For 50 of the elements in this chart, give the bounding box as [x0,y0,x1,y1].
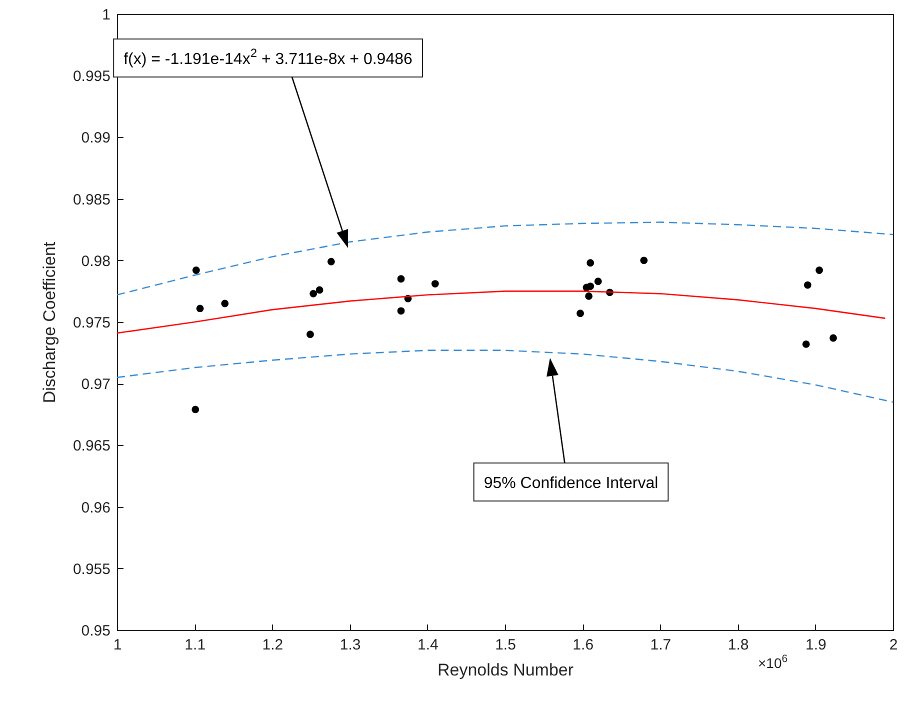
annotation: f(x) = -1.191e-14x$^{2}$ + 3.711e-8x + 0.9486 [124,46,412,68]
y-tick-label: 0.96 [81,499,110,516]
y-tick-label: 1 [102,6,110,24]
point [327,258,335,266]
x-axis-title: Reynolds Number [437,660,574,680]
y-axis-title: Discharge Coefficient [40,242,59,404]
point [640,256,648,264]
y-tick-label: 0.955 [72,560,110,578]
point [802,340,810,348]
y-tick-label: 0.99 [81,130,110,147]
point [585,292,593,300]
point [192,406,200,414]
point [306,330,314,338]
point [804,281,812,289]
text: ×10$^{6}$ [758,653,788,671]
point [221,300,229,308]
y-tick-label: 0.97 [81,376,110,394]
y-tick-label: 0.975 [72,314,110,332]
x-tick-label: 2 [889,636,898,654]
y-tick-label: 0.98 [81,252,110,270]
x-tick-label: 1.2 [262,636,284,654]
x-tick-label: 1 [113,636,122,654]
point [586,282,594,290]
line-series [117,222,893,296]
point [397,275,405,283]
point [397,307,405,315]
y-tick-label: 0.995 [72,68,110,86]
point [830,334,837,342]
y-tick-label: 0.965 [72,438,110,455]
point [431,280,439,288]
point [816,266,823,274]
point [310,290,318,298]
y-tick-label: 0.95 [81,622,110,640]
x-tick-label: 1.5 [495,636,516,654]
y-tick-label: 0.985 [72,191,110,208]
x-tick-label: 1.3 [340,636,361,654]
point [576,310,584,318]
point [586,259,594,267]
annotation: 95% Confidence Interval [484,475,658,492]
x-tick-label: 1.7 [650,636,672,654]
x-tick-label: 1.8 [728,636,749,654]
line-series [117,350,893,403]
point [196,304,204,312]
x-tick-label: 1.1 [184,636,206,654]
point [594,278,602,286]
point [192,266,200,274]
x-tick-label: 1.9 [805,636,826,654]
point [316,286,324,294]
x-tick-label: 1.6 [572,636,594,654]
x-tick-label: 1.4 [417,636,438,654]
